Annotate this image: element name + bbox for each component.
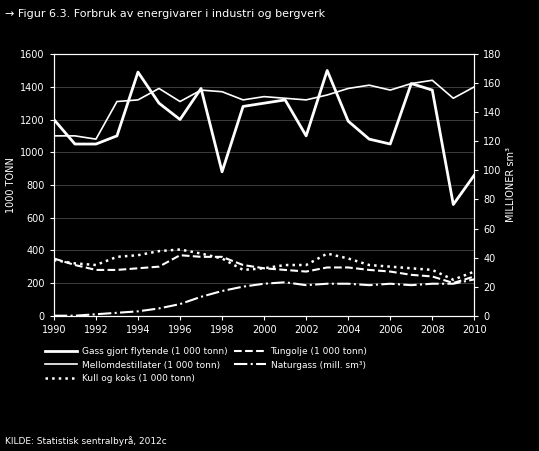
Legend: Gass gjort flytende (1 000 tonn), Mellomdestillater (1 000 tonn), Kull og koks (: Gass gjort flytende (1 000 tonn), Mellom… [45, 347, 368, 383]
Text: KILDE: Statistisk sentralbyrå, 2012c: KILDE: Statistisk sentralbyrå, 2012c [5, 437, 167, 446]
Text: → Figur 6.3. Forbruk av energivarer i industri og bergverk: → Figur 6.3. Forbruk av energivarer i in… [5, 9, 326, 19]
Y-axis label: 1000 TONN: 1000 TONN [6, 157, 16, 213]
Y-axis label: MILLIONER sm³: MILLIONER sm³ [506, 147, 516, 222]
